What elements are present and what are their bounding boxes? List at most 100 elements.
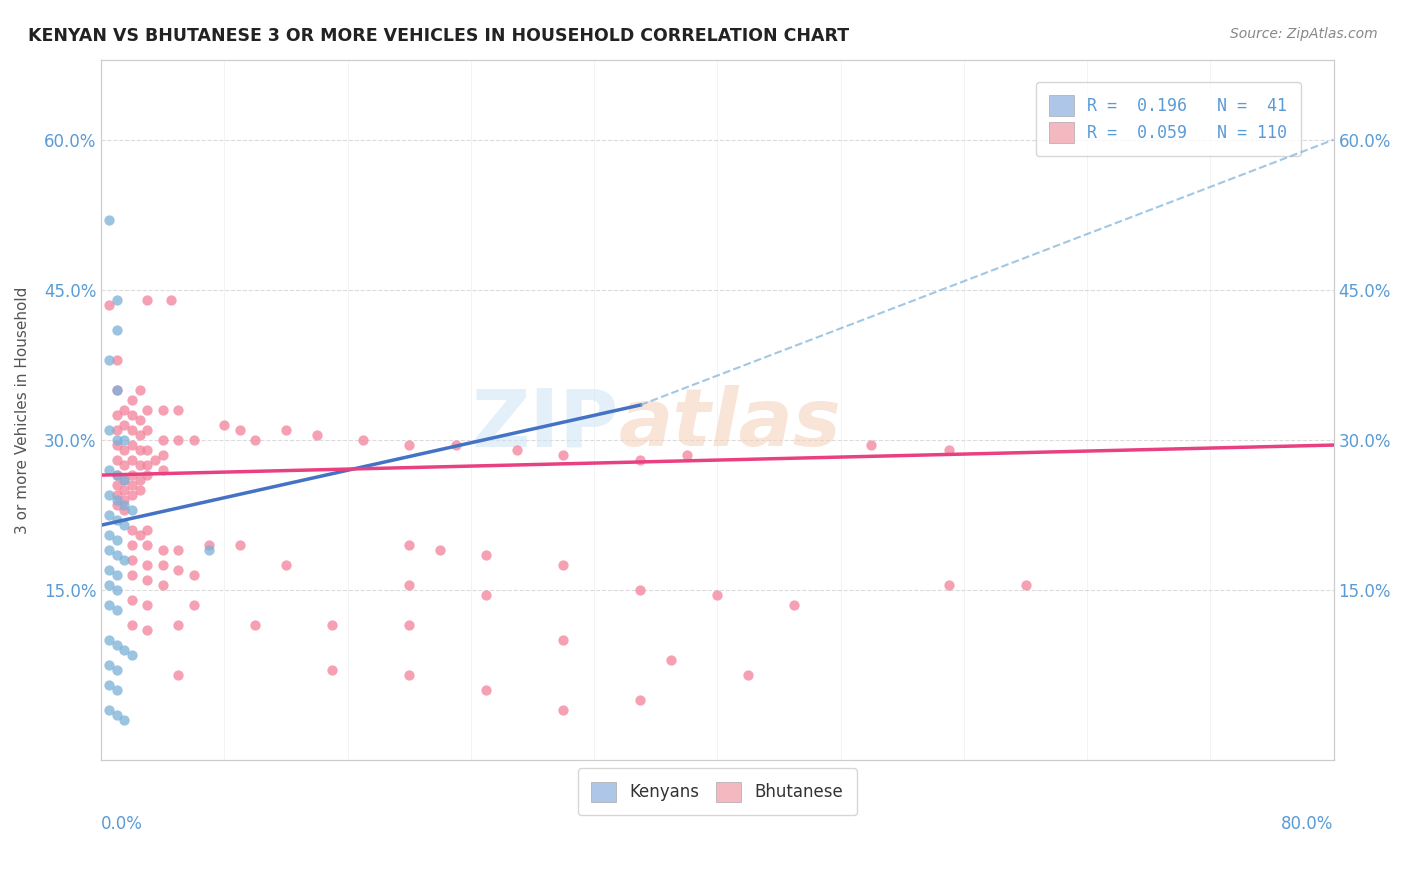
Point xyxy=(128,528,150,542)
Point xyxy=(97,508,120,523)
Point xyxy=(128,483,150,497)
Text: 80.0%: 80.0% xyxy=(1281,815,1334,833)
Point xyxy=(229,423,252,437)
Point xyxy=(97,488,120,502)
Point xyxy=(97,543,120,558)
Point xyxy=(121,503,143,517)
Point xyxy=(105,498,128,512)
Point xyxy=(97,563,120,577)
Point xyxy=(167,563,190,577)
Point xyxy=(112,498,135,512)
Point xyxy=(105,583,128,598)
Point xyxy=(152,463,174,477)
Point xyxy=(167,403,190,417)
Point xyxy=(737,668,759,682)
Point xyxy=(121,478,143,492)
Point xyxy=(121,468,143,483)
Text: ZIP: ZIP xyxy=(471,385,619,463)
Point xyxy=(136,538,159,552)
Point xyxy=(105,513,128,527)
Point xyxy=(628,693,651,707)
Point xyxy=(167,543,190,558)
Point xyxy=(105,408,128,422)
Point xyxy=(152,578,174,592)
Point xyxy=(274,423,297,437)
Point xyxy=(128,413,150,427)
Point xyxy=(553,558,575,573)
Point xyxy=(128,443,150,458)
Point xyxy=(121,648,143,663)
Point xyxy=(628,453,651,467)
Point xyxy=(475,548,498,562)
Point xyxy=(136,558,159,573)
Point xyxy=(506,443,529,458)
Point xyxy=(136,293,159,307)
Point xyxy=(1014,578,1036,592)
Point xyxy=(783,599,806,613)
Point xyxy=(136,573,159,587)
Point xyxy=(105,383,128,397)
Point xyxy=(398,578,420,592)
Point xyxy=(97,599,120,613)
Point xyxy=(112,458,135,472)
Point xyxy=(105,438,128,452)
Point xyxy=(938,443,960,458)
Point xyxy=(112,417,135,432)
Point xyxy=(112,473,135,487)
Point xyxy=(706,588,728,602)
Point xyxy=(183,568,205,582)
Point xyxy=(183,433,205,447)
Point xyxy=(105,468,128,483)
Point xyxy=(105,603,128,617)
Point xyxy=(136,458,159,472)
Point xyxy=(429,543,451,558)
Point xyxy=(321,663,343,677)
Point xyxy=(112,553,135,567)
Point xyxy=(105,433,128,447)
Point xyxy=(105,708,128,723)
Point xyxy=(97,423,120,437)
Point xyxy=(553,448,575,462)
Point xyxy=(97,578,120,592)
Point xyxy=(152,433,174,447)
Point xyxy=(121,593,143,607)
Point xyxy=(121,488,143,502)
Point xyxy=(105,353,128,368)
Point xyxy=(112,518,135,533)
Point xyxy=(112,643,135,657)
Text: Source: ZipAtlas.com: Source: ZipAtlas.com xyxy=(1230,27,1378,41)
Point xyxy=(274,558,297,573)
Point xyxy=(136,403,159,417)
Point xyxy=(675,448,697,462)
Point xyxy=(167,618,190,632)
Point xyxy=(398,538,420,552)
Point xyxy=(143,453,166,467)
Point xyxy=(121,538,143,552)
Point xyxy=(105,478,128,492)
Point xyxy=(97,353,120,368)
Point xyxy=(121,553,143,567)
Point xyxy=(136,468,159,483)
Point xyxy=(136,523,159,537)
Point xyxy=(105,468,128,483)
Point xyxy=(214,417,236,432)
Point xyxy=(352,433,374,447)
Point xyxy=(136,599,159,613)
Point xyxy=(105,663,128,677)
Point xyxy=(128,473,150,487)
Text: 0.0%: 0.0% xyxy=(101,815,143,833)
Point xyxy=(183,599,205,613)
Legend: Kenyans, Bhutanese: Kenyans, Bhutanese xyxy=(578,768,856,815)
Point xyxy=(121,408,143,422)
Point xyxy=(112,473,135,487)
Point xyxy=(105,488,128,502)
Point xyxy=(860,438,883,452)
Point xyxy=(553,633,575,648)
Point xyxy=(152,403,174,417)
Point xyxy=(628,583,651,598)
Point xyxy=(112,433,135,447)
Point xyxy=(198,543,221,558)
Point xyxy=(97,212,120,227)
Point xyxy=(475,588,498,602)
Point xyxy=(112,493,135,508)
